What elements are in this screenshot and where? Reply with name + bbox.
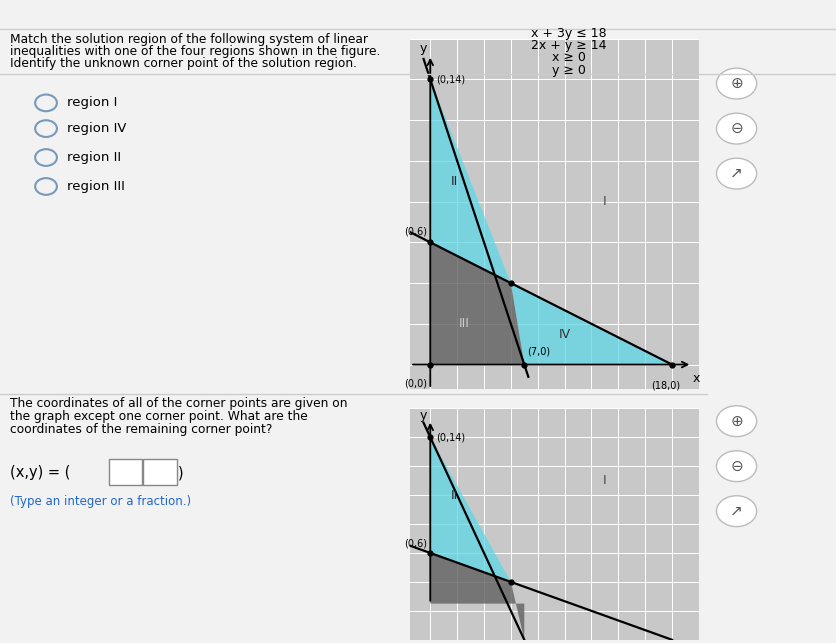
Text: y ≥ 0: y ≥ 0 [552, 64, 585, 77]
Polygon shape [510, 283, 671, 365]
Text: ⊖: ⊖ [729, 458, 742, 474]
Text: (0,6): (0,6) [404, 539, 427, 548]
Text: IV: IV [558, 327, 570, 341]
Text: ⊕: ⊕ [729, 76, 742, 91]
Text: (7,0): (7,0) [527, 347, 549, 356]
Polygon shape [430, 437, 510, 582]
Text: II: II [451, 175, 457, 188]
Text: II: II [451, 489, 457, 502]
Polygon shape [430, 79, 510, 283]
Polygon shape [430, 553, 523, 640]
Text: I: I [603, 195, 606, 208]
Text: The coordinates of all of the corner points are given on: The coordinates of all of the corner poi… [10, 397, 347, 410]
Text: y: y [420, 42, 426, 55]
Text: region III: region III [67, 180, 125, 193]
Text: Match the solution region of the following system of linear: Match the solution region of the followi… [10, 33, 368, 46]
Text: region I: region I [67, 96, 117, 109]
Text: ↗: ↗ [729, 503, 742, 519]
Text: ↗: ↗ [729, 166, 742, 181]
Text: (0,14): (0,14) [435, 75, 464, 84]
Text: (0,14): (0,14) [435, 432, 464, 442]
Text: ⊖: ⊖ [729, 121, 742, 136]
Text: the graph except one corner point. What are the: the graph except one corner point. What … [10, 410, 308, 423]
Text: inequalities with one of the four regions shown in the figure.: inequalities with one of the four region… [10, 45, 380, 58]
Text: III: III [458, 317, 469, 331]
Text: ⊕: ⊕ [729, 413, 742, 429]
Text: (x,y) = (: (x,y) = ( [10, 465, 70, 480]
Text: ): ) [177, 465, 183, 480]
Text: x ≥ 0: x ≥ 0 [552, 51, 585, 64]
Text: y: y [420, 409, 426, 422]
Text: region IV: region IV [67, 122, 126, 135]
Text: Identify the unknown corner point of the solution region.: Identify the unknown corner point of the… [10, 57, 357, 69]
Text: x: x [691, 372, 699, 385]
Polygon shape [430, 242, 523, 365]
Text: (18,0): (18,0) [650, 381, 679, 391]
Text: coordinates of the remaining corner point?: coordinates of the remaining corner poin… [10, 423, 272, 436]
Text: region II: region II [67, 151, 121, 164]
Text: x + 3y ≤ 18: x + 3y ≤ 18 [531, 27, 606, 40]
Text: I: I [603, 474, 606, 487]
Text: (0,0): (0,0) [404, 379, 427, 389]
Text: (Type an integer or a fraction.): (Type an integer or a fraction.) [10, 495, 191, 508]
Text: 2x + y ≥ 14: 2x + y ≥ 14 [531, 39, 606, 52]
Text: (0,6): (0,6) [404, 226, 427, 236]
